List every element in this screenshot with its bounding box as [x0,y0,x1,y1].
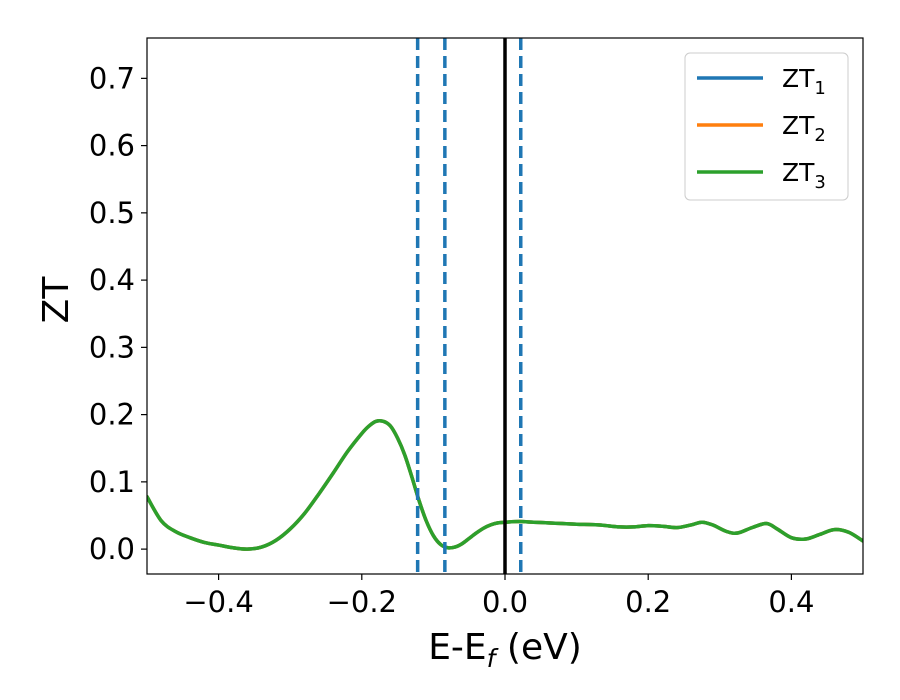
x-tick-label: 0.0 [482,585,528,619]
x-axis-label-unit: (eV) [495,627,581,668]
y-tick-label: 0.1 [89,465,135,499]
legend-label-2: ZT2 [782,111,826,146]
legend: ZT1 ZT2 ZT3 [684,52,849,201]
x-axis: −0.4 −0.2 0.0 0.2 0.4 [183,574,814,619]
y-tick-label: 0.3 [89,330,135,364]
x-tick-label: −0.4 [183,585,253,619]
y-axis-label: ZT [36,276,77,324]
y-tick-label: 0.2 [89,398,135,432]
y-tick-label: 0.7 [89,61,135,95]
legend-box [684,52,849,201]
x-axis-label-main: E-E [428,627,486,668]
x-tick-label: 0.4 [768,585,814,619]
y-tick-label: 0.4 [89,263,135,297]
y-axis: 0.0 0.1 0.2 0.3 0.4 0.5 0.6 0.7 [89,61,147,566]
legend-label-1: ZT1 [782,64,826,99]
reference-lines [415,38,523,574]
plot-area [147,418,863,551]
legend-label-3: ZT3 [782,158,826,193]
x-tick-label: 0.2 [625,585,671,619]
x-tick-label: −0.2 [327,585,397,619]
series-line-3 [147,418,863,551]
y-tick-label: 0.5 [89,196,135,230]
y-tick-label: 0.6 [89,129,135,163]
x-axis-label: E-Ef (eV) [428,627,582,673]
y-tick-label: 0.0 [89,532,135,566]
